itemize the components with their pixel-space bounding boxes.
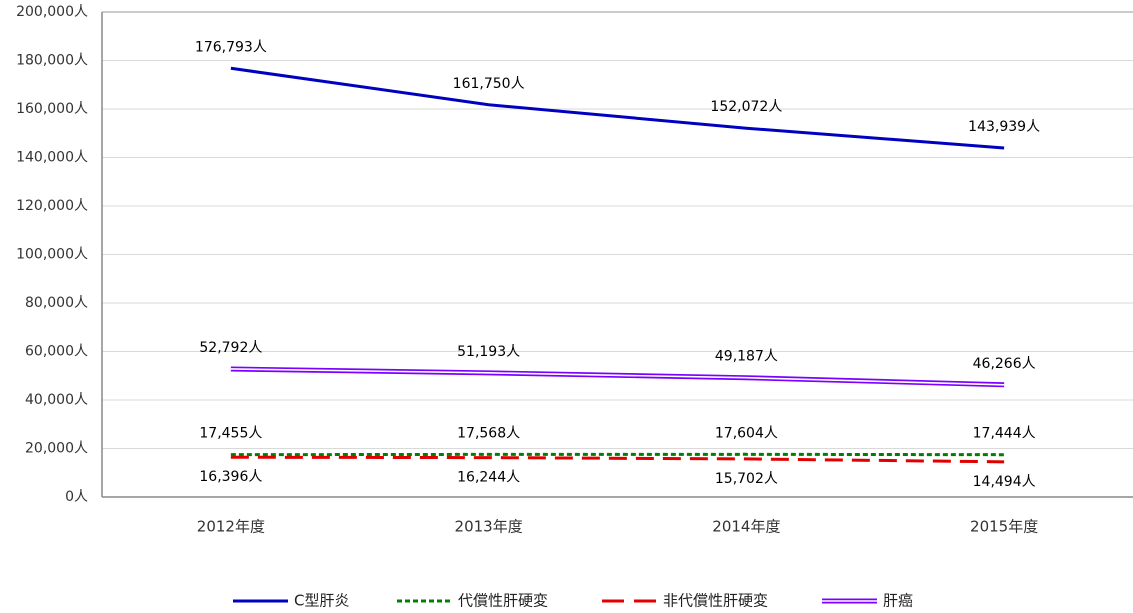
- data-label: 14,494人: [973, 474, 1036, 490]
- data-label: 17,444人: [973, 426, 1036, 442]
- x-tick-label: 2014年度: [712, 518, 780, 536]
- legend-label: 肝癌: [883, 592, 913, 610]
- y-tick-label: 140,000人: [16, 150, 88, 166]
- data-label: 17,604人: [715, 425, 778, 441]
- data-label: 176,793人: [195, 39, 267, 55]
- legend-label: 代償性肝硬変: [458, 592, 548, 610]
- y-tick-label: 120,000人: [16, 198, 88, 214]
- x-tick-label: 2012年度: [197, 518, 265, 536]
- x-tick-label: 2013年度: [455, 518, 523, 536]
- data-label: 16,396人: [199, 469, 262, 485]
- data-label: 52,792人: [199, 340, 262, 356]
- data-label: 51,193人: [457, 344, 520, 360]
- data-label: 49,187人: [715, 349, 778, 365]
- data-label: 16,244人: [457, 470, 520, 486]
- y-tick-label: 100,000人: [16, 247, 88, 263]
- y-tick-label: 20,000人: [25, 441, 88, 457]
- data-label: 152,072人: [710, 99, 782, 115]
- data-label: 15,702人: [715, 471, 778, 487]
- series-line: [230, 455, 1005, 464]
- legend-label: 非代償性肝硬変: [663, 592, 768, 610]
- data-label: 161,750人: [453, 76, 525, 92]
- series-line-inner: [230, 368, 1005, 386]
- legend-label: C型肝炎: [294, 592, 349, 610]
- y-tick-label: 0人: [65, 489, 88, 505]
- data-label: 46,266人: [973, 356, 1036, 372]
- data-label: 17,455人: [199, 426, 262, 442]
- data-label: 143,939人: [968, 119, 1040, 135]
- y-tick-label: 160,000人: [16, 101, 88, 117]
- y-tick-label: 200,000人: [16, 4, 88, 20]
- y-tick-label: 40,000人: [25, 392, 88, 408]
- x-tick-label: 2015年度: [970, 518, 1038, 536]
- y-tick-label: 80,000人: [25, 295, 88, 311]
- y-tick-label: 180,000人: [16, 53, 88, 69]
- series-line: [230, 66, 1005, 150]
- y-tick-label: 60,000人: [25, 344, 88, 360]
- data-label: 17,568人: [457, 425, 520, 441]
